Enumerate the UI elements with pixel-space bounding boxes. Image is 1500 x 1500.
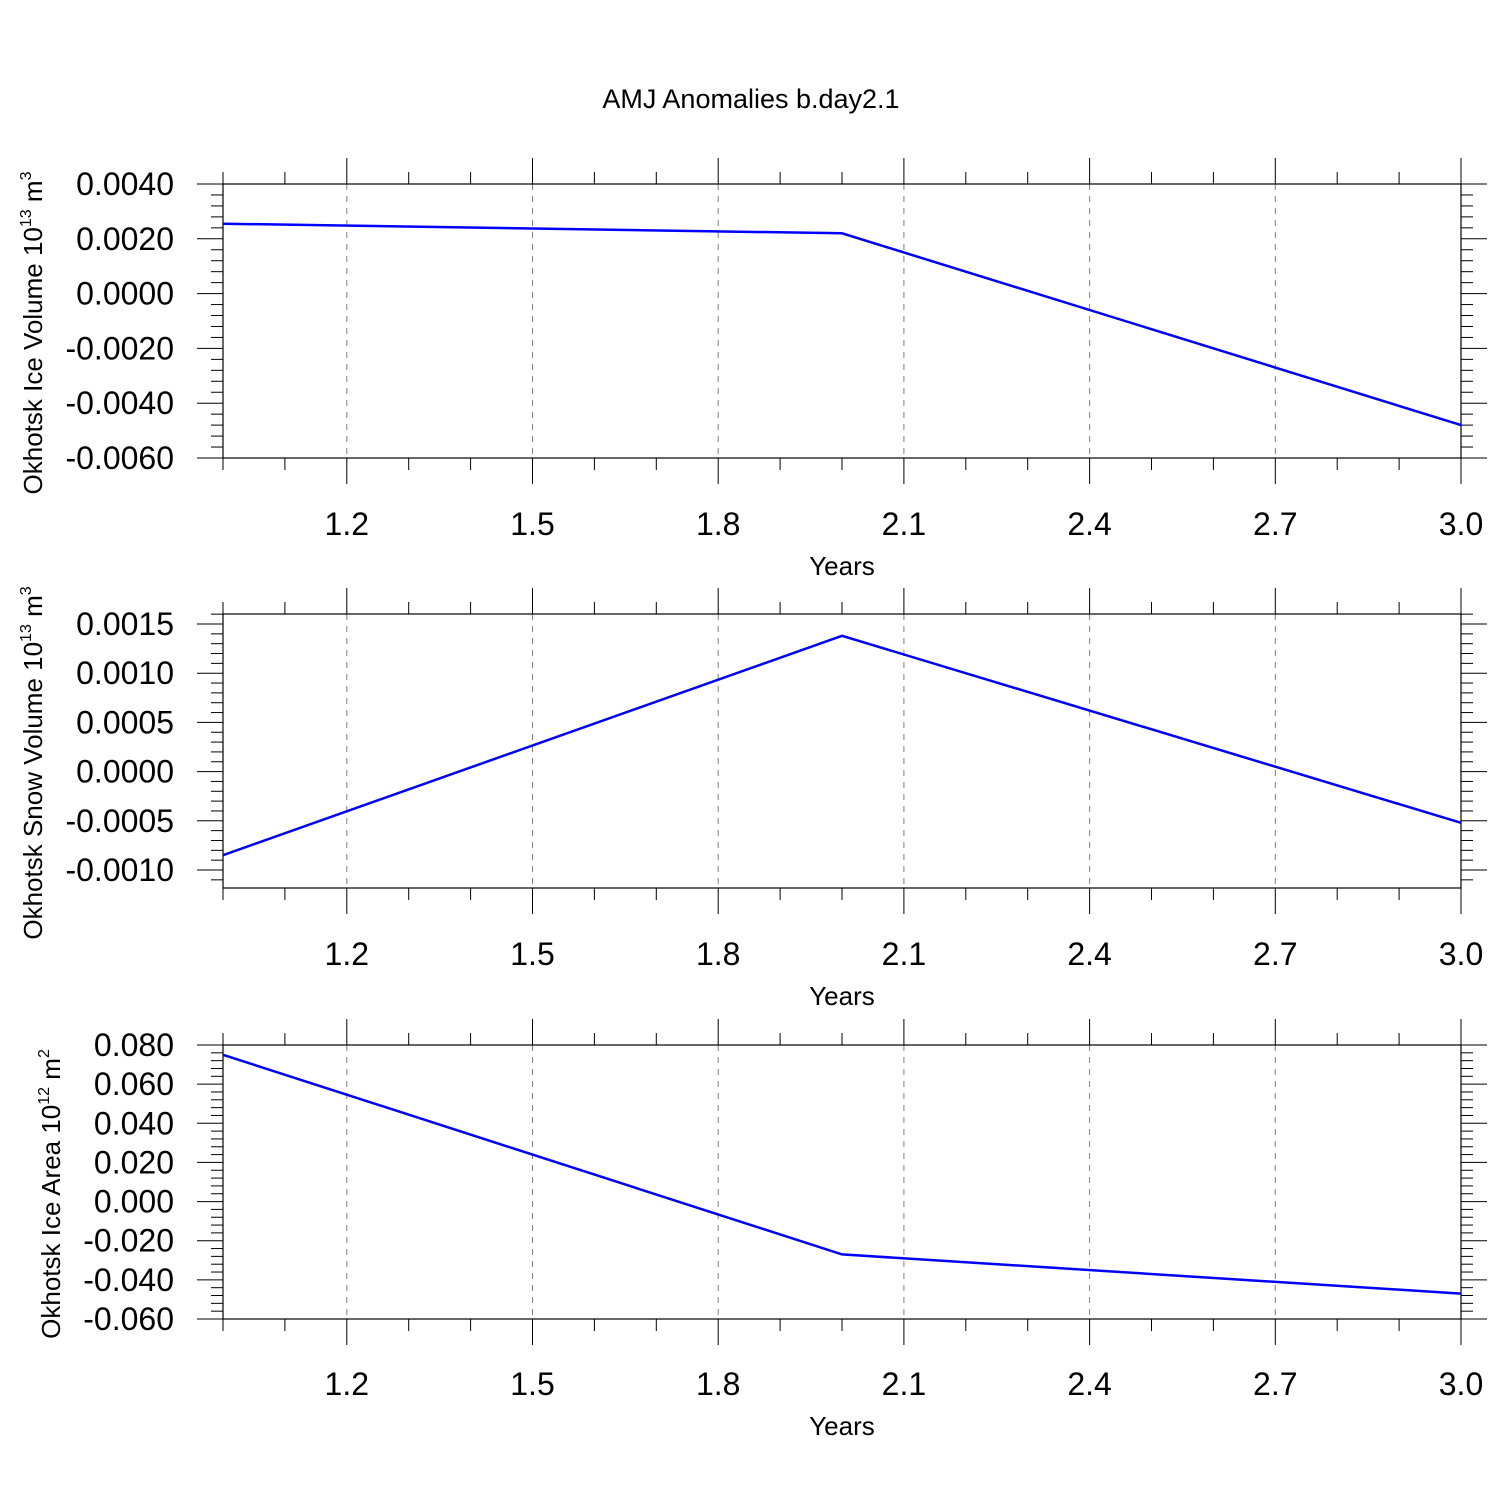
y-tick-label: 0.0040 xyxy=(76,166,174,202)
y-label-exponent: 13 xyxy=(18,209,35,227)
panel-2: 0.0015 0.0010 0.0005 0.0000 -0.0005 -0.0010 1.… xyxy=(18,586,1487,1011)
x-tick-label: 1.2 xyxy=(325,506,369,542)
x-tick-label: 1.5 xyxy=(510,506,554,542)
plot-frame xyxy=(222,1044,1462,1320)
y-axis-label: Okhotsk Snow Volume 1013 m3 xyxy=(18,586,48,939)
plot-frame xyxy=(222,183,1462,459)
x-tick-label: 2.7 xyxy=(1253,506,1297,542)
y-tick-label: 0.060 xyxy=(94,1066,174,1102)
y-tick-label: -0.060 xyxy=(83,1301,174,1337)
y-tick-label: 0.000 xyxy=(94,1184,174,1220)
y-tick-label: 0.080 xyxy=(94,1027,174,1063)
y-axis-label: Okhotsk Ice Volume 1013 m3 xyxy=(18,171,48,494)
x-tick-label: 1.8 xyxy=(696,936,740,972)
series-line-1 xyxy=(222,634,1462,857)
x-tick-label: 3.0 xyxy=(1439,936,1483,972)
y-label-unit-exponent: 2 xyxy=(36,1049,53,1058)
x-tick-label: 2.1 xyxy=(882,1366,926,1402)
x-tick-label: 1.2 xyxy=(325,936,369,972)
y-tick-label: -0.0020 xyxy=(65,330,174,366)
x-tick-label: 2.4 xyxy=(1067,506,1111,542)
y-label-unit: m xyxy=(36,1058,66,1087)
y-tick-label: 0.040 xyxy=(94,1105,174,1141)
y-label-unit-exponent: 3 xyxy=(18,586,35,595)
y-tick-label: -0.0060 xyxy=(65,440,174,476)
panel-1: 0.0040 0.0020 0.0000 -0.0020 -0.0040 -0.0060 1… xyxy=(18,158,1487,581)
y-label-exponent: 13 xyxy=(18,624,35,642)
y-tick-label: -0.0010 xyxy=(65,852,174,888)
y-tick-label: 0.020 xyxy=(94,1144,174,1180)
y-label-unit: m xyxy=(18,595,48,624)
y-label-main: Okhotsk Snow Volume 10 xyxy=(18,642,48,940)
x-tick-label: 2.1 xyxy=(882,936,926,972)
y-label-main: Okhotsk Ice Volume 10 xyxy=(18,227,48,494)
y-tick-label: 0.0020 xyxy=(76,221,174,257)
y-tick-label: 0.0010 xyxy=(76,655,174,691)
x-tick-label: 1.2 xyxy=(325,1366,369,1402)
x-tick-label: 2.1 xyxy=(882,506,926,542)
y-tick-label: -0.020 xyxy=(83,1223,174,1259)
x-axis-label: Years xyxy=(809,1411,875,1441)
x-tick-label: 2.7 xyxy=(1253,1366,1297,1402)
y-tick-label: -0.0005 xyxy=(65,803,174,839)
x-tick-label: 3.0 xyxy=(1439,1366,1483,1402)
y-tick-label: -0.0040 xyxy=(65,385,174,421)
plot-frame xyxy=(222,613,1462,889)
series-line-1 xyxy=(222,222,1462,427)
y-axis-label: Okhotsk Ice Area 1012 m2 xyxy=(36,1049,66,1339)
x-tick-label: 3.0 xyxy=(1439,506,1483,542)
x-tick-label: 2.4 xyxy=(1067,936,1111,972)
y-label-unit-exponent: 3 xyxy=(18,171,35,180)
x-axis-label: Years xyxy=(809,981,875,1011)
y-label-main: Okhotsk Ice Area 10 xyxy=(36,1105,66,1339)
y-label-unit: m xyxy=(18,180,48,209)
series-line-1 xyxy=(222,1053,1462,1295)
x-tick-label: 1.5 xyxy=(510,1366,554,1402)
y-tick-label: -0.040 xyxy=(83,1262,174,1298)
x-tick-label: 1.5 xyxy=(510,936,554,972)
y-tick-label: 0.0015 xyxy=(76,606,174,642)
x-tick-label: 1.8 xyxy=(696,506,740,542)
x-tick-label: 2.4 xyxy=(1067,1366,1111,1402)
panels: 0.0040 0.0020 0.0000 -0.0020 -0.0040 -0.0060 1… xyxy=(18,158,1487,1441)
y-label-exponent: 12 xyxy=(36,1087,53,1105)
y-tick-label: 0.0000 xyxy=(76,754,174,790)
x-tick-label: 2.7 xyxy=(1253,936,1297,972)
y-tick-label: 0.0005 xyxy=(76,704,174,740)
figure-title: AMJ Anomalies b.day2.1 xyxy=(602,84,899,114)
y-tick-label: 0.0000 xyxy=(76,276,174,312)
x-axis-label: Years xyxy=(809,551,875,581)
x-tick-label: 1.8 xyxy=(696,1366,740,1402)
